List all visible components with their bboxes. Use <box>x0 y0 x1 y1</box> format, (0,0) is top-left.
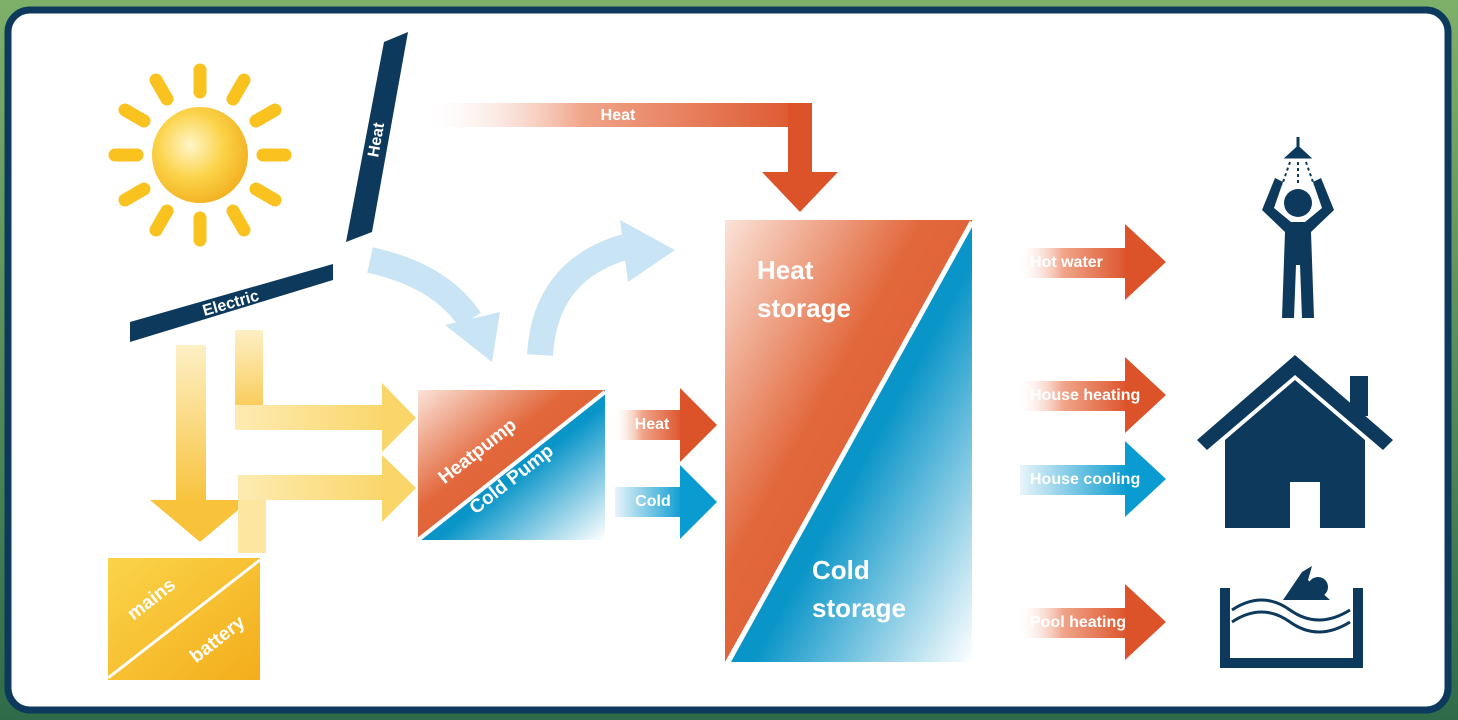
output-label: House heating <box>1030 387 1140 404</box>
pump-heat-label: Heat <box>635 416 670 433</box>
solar-heat-label: Heat <box>601 107 636 124</box>
output-label: Hot water <box>1030 254 1103 271</box>
pump-cold-label: Cold <box>635 493 671 510</box>
output-label: Pool heating <box>1030 614 1126 631</box>
heat-storage-label: storage <box>757 293 851 323</box>
cold-storage-label: Cold <box>812 555 870 585</box>
cold-storage-label: storage <box>812 593 906 623</box>
diagram: Heat Electric Heat Air Air mains battery… <box>0 0 1458 720</box>
heat-storage-label: Heat <box>757 255 814 285</box>
output-label: House cooling <box>1030 471 1140 488</box>
